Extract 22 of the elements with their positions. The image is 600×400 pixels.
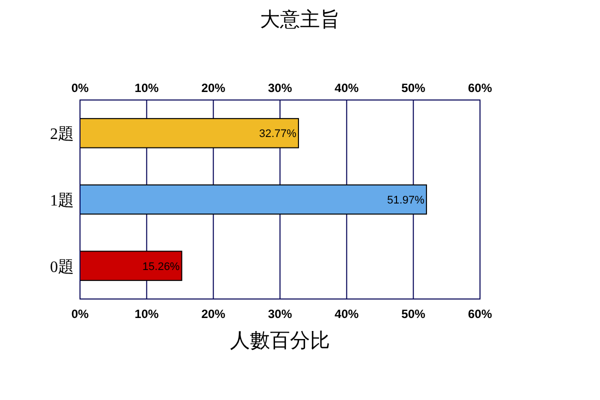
y-tick-label: 1題 (50, 192, 74, 210)
x-tick-label: 40% (334, 307, 359, 321)
data-label: 32.77% (259, 128, 297, 140)
x-tick-label: 60% (468, 307, 492, 321)
y-tick-label: 0題 (50, 258, 74, 276)
x2-tick-label: 50% (401, 81, 426, 95)
y-tick-label: 2題 (50, 126, 74, 144)
x-axis-title: 人數百分比 (230, 330, 330, 352)
x-tick-label: 50% (401, 307, 426, 321)
x2-tick-label: 60% (468, 81, 492, 95)
chart-title: 大意主旨 (260, 8, 340, 31)
x2-tick-label: 30% (268, 81, 292, 95)
x2-tick-label: 20% (201, 81, 226, 95)
x2-tick-label: 10% (134, 81, 159, 95)
x2-tick-label: 40% (334, 81, 359, 95)
x-tick-label: 30% (268, 307, 292, 321)
x-tick-label: 0% (71, 307, 89, 321)
x-tick-label: 10% (134, 307, 159, 321)
x2-tick-label: 0% (71, 81, 89, 95)
x-tick-label: 20% (201, 307, 226, 321)
data-label: 51.97% (387, 194, 425, 206)
data-label: 15.26% (142, 260, 180, 273)
